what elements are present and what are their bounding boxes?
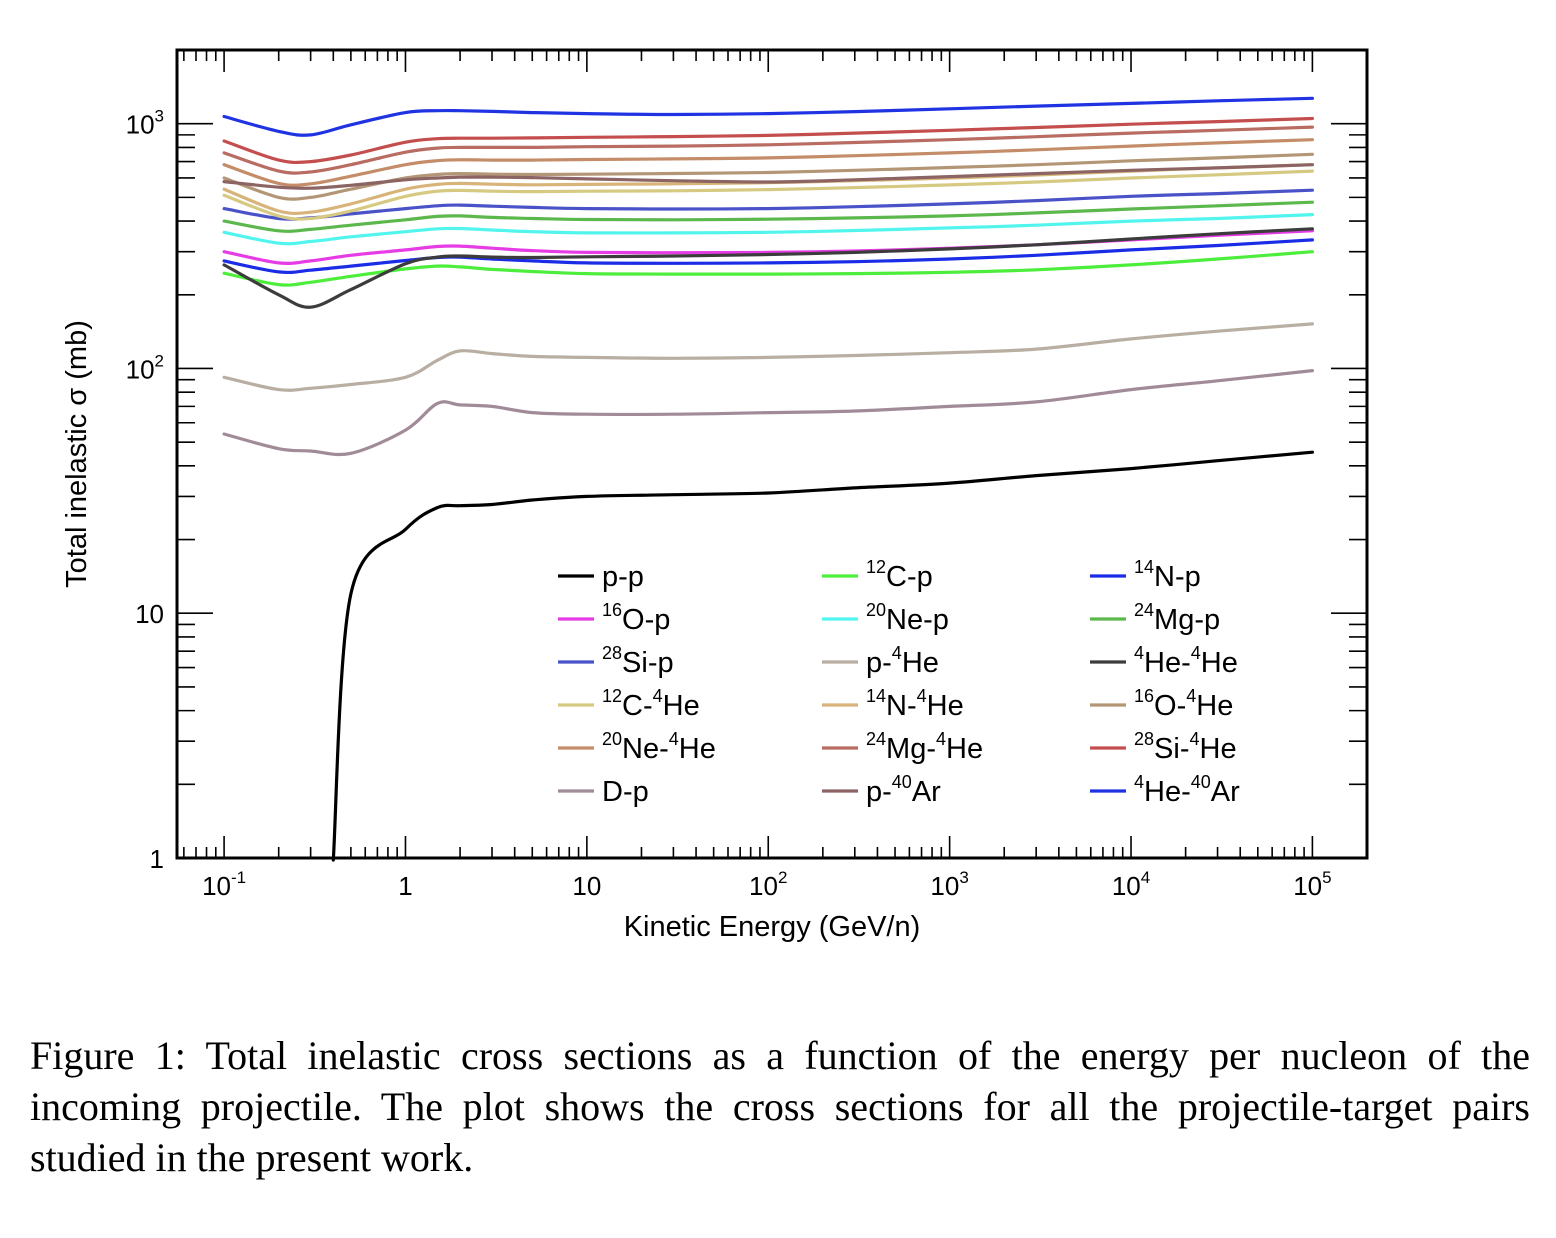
series-line bbox=[222, 116, 1314, 165]
legend-label: 14N-4He bbox=[866, 686, 964, 722]
x-tick-label: 104 bbox=[1112, 868, 1150, 901]
legend-label: p-4He bbox=[866, 643, 939, 679]
series-line bbox=[222, 250, 1314, 287]
legend-label: 24Mg-4He bbox=[866, 729, 983, 765]
x-tick-label: 1 bbox=[398, 871, 412, 901]
y-axis-label: Total inelastic σ (mb) bbox=[61, 320, 93, 588]
series-line bbox=[222, 169, 1314, 221]
legend-label: 4He-40Ar bbox=[1134, 772, 1240, 808]
series-line bbox=[222, 152, 1314, 201]
tick-labels: 10-1 1 10 102 103 104 105 1 10 102 103 bbox=[126, 107, 1332, 901]
x-axis-label: Kinetic Energy (GeV/n) bbox=[624, 911, 921, 943]
legend: p-p 12C-p 14N-p 16O-p 20Ne-p 24Mg-p 28Si-p p-4H… bbox=[558, 557, 1240, 808]
y-tick-label: 10 bbox=[135, 599, 164, 629]
legend-label: 12C-4He bbox=[602, 686, 700, 722]
series-line bbox=[222, 227, 1314, 309]
legend-label: 16O-p bbox=[602, 600, 670, 636]
plot-frame bbox=[175, 48, 1369, 860]
series-lines bbox=[222, 96, 1314, 862]
series-line bbox=[222, 229, 1314, 266]
series-line bbox=[222, 138, 1314, 187]
series-line bbox=[222, 213, 1314, 246]
series-line bbox=[222, 369, 1314, 457]
legend-label: 14N-p bbox=[1134, 557, 1201, 593]
series-line bbox=[222, 188, 1314, 221]
x-tick-label: 103 bbox=[930, 868, 968, 901]
legend-label: 24Mg-p bbox=[1134, 600, 1220, 636]
y-tick-label: 1 bbox=[150, 844, 164, 874]
figure-caption: Figure 1: Total inelastic cross sections… bbox=[30, 1033, 1530, 1180]
legend-label: 4He-4He bbox=[1134, 643, 1238, 679]
y-tick-label: 102 bbox=[126, 351, 164, 384]
series-line bbox=[222, 322, 1314, 392]
legend-label: 12C-p bbox=[866, 557, 933, 593]
legend-label: 16O-4He bbox=[1134, 686, 1233, 722]
chart: p-p 12C-p 14N-p 16O-p 20Ne-p 24Mg-p 28Si-p p-4H… bbox=[61, 48, 1369, 943]
legend-label: D-p bbox=[602, 776, 649, 808]
legend-label: 20Ne-p bbox=[866, 600, 949, 636]
series-line bbox=[222, 125, 1314, 175]
series-line bbox=[331, 450, 1314, 862]
legend-label: 20Ne-4He bbox=[602, 729, 716, 765]
series-line bbox=[222, 200, 1314, 233]
legend-label: 28Si-4He bbox=[1134, 729, 1237, 765]
x-tick-label: 102 bbox=[749, 868, 787, 901]
x-tick-label: 10 bbox=[572, 871, 601, 901]
x-tick-label: 105 bbox=[1293, 868, 1331, 901]
legend-label: p-p bbox=[602, 561, 644, 593]
series-line bbox=[222, 96, 1314, 137]
y-tick-label: 103 bbox=[126, 107, 164, 140]
legend-label: 28Si-p bbox=[602, 643, 674, 679]
x-tick-label: 10-1 bbox=[202, 868, 246, 901]
series-line bbox=[222, 238, 1314, 275]
legend-label: p-40Ar bbox=[866, 772, 941, 808]
series-line bbox=[222, 163, 1314, 190]
